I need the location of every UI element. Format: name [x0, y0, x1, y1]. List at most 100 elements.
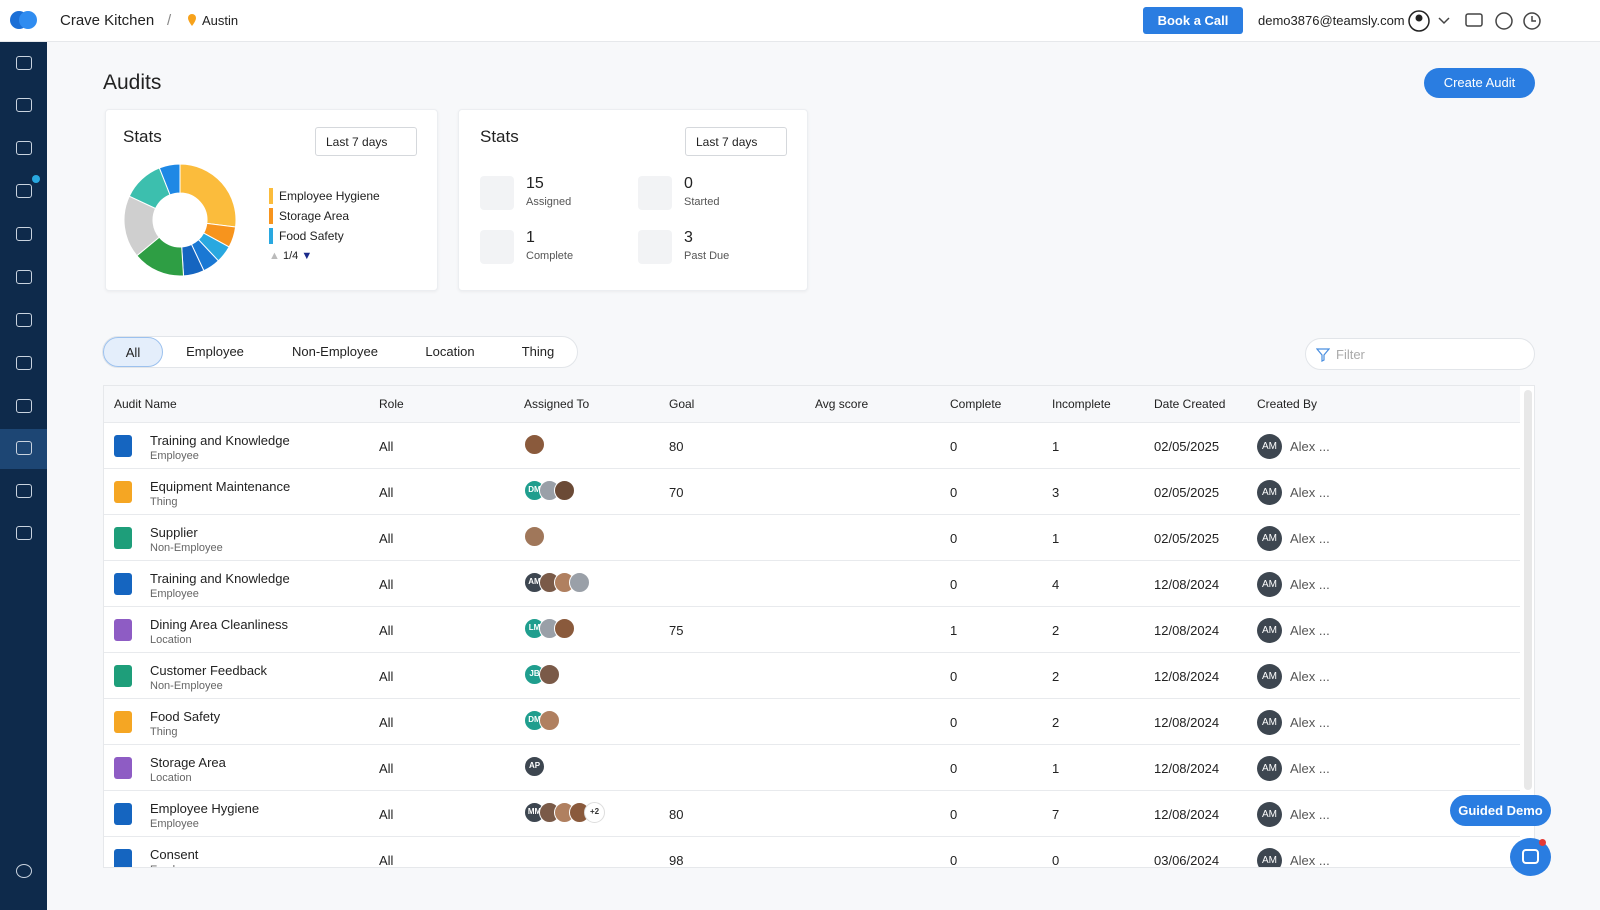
table-row[interactable]: Consent Employee All 98 0 0 03/06/2024 AM Alex .… [104, 836, 1520, 868]
filter-tab[interactable]: Thing [503, 337, 573, 367]
stat-icon [638, 230, 672, 264]
role: All [379, 669, 394, 684]
chat-button[interactable] [1510, 838, 1551, 876]
creator-avatar: AM [1257, 480, 1282, 505]
avatar-initials: AM [528, 577, 541, 586]
user-email[interactable]: demo3876@teamsly.com [1258, 13, 1405, 28]
incomplete: 4 [1052, 577, 1060, 592]
role: All [379, 531, 394, 546]
donut-chart [123, 163, 237, 277]
stats-summary-card: Stats Last 7 days 15 Assigned 0 Started 1 Com… [458, 109, 808, 291]
filter-tab[interactable]: All [103, 337, 163, 367]
stat-value: 15 [526, 175, 544, 192]
avatar-initials: AM [1262, 671, 1277, 682]
complete: 0 [950, 715, 958, 730]
tab-label: Thing [521, 344, 555, 359]
filter-tab[interactable]: Non-Employee [273, 337, 397, 367]
date-created: 12/08/2024 [1154, 577, 1220, 592]
stat-icon [480, 176, 514, 210]
audit-name: Dining Area Cleanliness [150, 617, 289, 632]
complete: 0 [950, 485, 958, 500]
goal: 80 [669, 439, 684, 454]
audit-type: Non-Employee [150, 680, 223, 692]
stat-value: 1 [526, 229, 535, 246]
creator-avatar: AM [1257, 664, 1282, 689]
legend-item: Food Safety [269, 228, 344, 244]
legend-pager[interactable]: ▲ 1/4 ▼ [269, 250, 313, 262]
role: All [379, 807, 394, 822]
donut-segment [158, 163, 181, 196]
created-by: Alex ... [1290, 715, 1330, 730]
table-row[interactable]: Food Safety Thing All DM 0 2 12/08/2024 AM Alex … [104, 698, 1520, 744]
assignees: MM +2 [524, 802, 644, 826]
assignee-avatar [554, 480, 575, 501]
audit-name: Customer Feedback [150, 663, 268, 678]
guided-demo-button[interactable]: Guided Demo [1450, 795, 1551, 826]
top-bar: Crave Kitchen / Austin Book a Call demo3… [0, 0, 1600, 42]
assignee-avatar [569, 572, 590, 593]
table-row[interactable]: Supplier Non-Employee All 0 1 02/05/2025 AM Ale… [104, 514, 1520, 560]
column-header: Assigned To [524, 397, 590, 411]
date-created: 12/08/2024 [1154, 623, 1220, 638]
role: All [379, 485, 394, 500]
assignee-avatar: AP [524, 756, 545, 777]
location[interactable]: Austin [202, 13, 239, 28]
range-dropdown[interactable]: Last 7 days [685, 127, 787, 156]
avatar-initials: AM [1262, 533, 1277, 544]
table-row[interactable]: Training and Knowledge Employee All 80 0 1 02/… [104, 422, 1520, 468]
audit-name: Food Safety [150, 709, 221, 724]
avatar-initials: AM [1262, 487, 1277, 498]
avatar-initials: AM [1262, 855, 1277, 866]
stat-item: 15 Assigned [480, 175, 630, 216]
stat-value: 3 [684, 229, 693, 246]
stat-label: Past Due [684, 250, 730, 262]
audit-type: Employee [150, 864, 199, 867]
filter-tab[interactable]: Location [405, 337, 495, 367]
assignee-avatar [554, 618, 575, 639]
assignee-more: +2 [584, 802, 605, 823]
created-by: Alex ... [1290, 577, 1330, 592]
goal: 70 [669, 485, 684, 500]
book-call-button[interactable]: Book a Call [1143, 7, 1243, 34]
date-created: 12/08/2024 [1154, 761, 1220, 776]
audit-icon [114, 849, 132, 867]
assignee-avatar [539, 664, 560, 685]
avatar-initials: AM [1262, 809, 1277, 820]
incomplete: 1 [1052, 439, 1060, 454]
table-row[interactable]: Dining Area Cleanliness Location All LM 75 1 2… [104, 606, 1520, 652]
table-row[interactable]: Storage Area Location All AP 0 1 12/08/2024 AM A… [104, 744, 1520, 790]
donut-segment [179, 163, 237, 228]
create-audit-button[interactable]: Create Audit [1424, 68, 1535, 98]
audit-icon [114, 619, 132, 641]
brand[interactable]: Crave Kitchen [60, 12, 155, 29]
complete: 0 [950, 669, 958, 684]
stat-label: Started [684, 196, 720, 208]
audit-name: Training and Knowledge [150, 433, 290, 448]
filter-input[interactable]: Filter [1305, 338, 1535, 370]
assignee-avatar [524, 526, 545, 547]
avatar-initials: LM [528, 623, 541, 632]
audit-icon [114, 481, 132, 503]
role: All [379, 761, 394, 776]
audit-icon [114, 711, 132, 733]
table-row[interactable]: Employee Hygiene Employee All MM +2 80 0 7 12/08… [104, 790, 1520, 836]
stat-icon [480, 230, 514, 264]
stat-item: 3 Past Due [638, 229, 788, 270]
audit-type: Employee [150, 588, 199, 600]
assignees: LM [524, 618, 644, 642]
table-row[interactable]: Customer Feedback Non-Employee All JB 0 2 12/0… [104, 652, 1520, 698]
range-dropdown[interactable]: Last 7 days [315, 127, 417, 156]
audit-type: Thing [150, 726, 178, 738]
audit-icon [114, 435, 132, 457]
assignees: AP [524, 756, 644, 780]
stat-item: 0 Started [638, 175, 788, 216]
pager-text: 1/4 [282, 250, 299, 262]
goal: 98 [669, 853, 684, 868]
legend-swatch [269, 188, 273, 204]
table-row[interactable]: Training and Knowledge Employee All AM 0 4 12/… [104, 560, 1520, 606]
legend-label: Employee Hygiene [279, 189, 380, 203]
role: All [379, 853, 394, 868]
table-row[interactable]: Equipment Maintenance Thing All DM 70 0 3 02/05… [104, 468, 1520, 514]
legend-item: Employee Hygiene [269, 188, 380, 204]
filter-tab[interactable]: Employee [165, 337, 265, 367]
